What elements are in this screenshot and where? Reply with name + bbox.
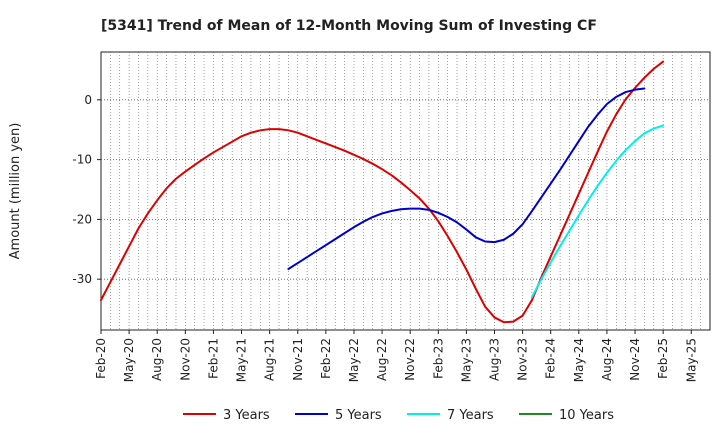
x-tick-label: May-25: [684, 338, 698, 382]
x-tick-label: May-21: [235, 338, 249, 382]
x-tick-label: Feb-25: [656, 338, 670, 379]
x-tick-label: May-24: [572, 338, 586, 382]
x-tick-label: Nov-24: [628, 338, 642, 381]
y-tick-label: 0: [84, 93, 92, 107]
chart-title: [5341] Trend of Mean of 12-Month Moving …: [101, 18, 597, 34]
x-tick-label: Nov-20: [178, 338, 192, 381]
y-axis-label: Amount (million yen): [8, 123, 23, 260]
vertical-gridlines: [110, 52, 701, 330]
x-tick-label: May-20: [122, 338, 136, 382]
x-tick-label: Feb-22: [319, 338, 333, 379]
y-tick-label: -30: [72, 272, 92, 286]
x-tick-label: Feb-20: [94, 338, 108, 379]
legend: 3 Years 5 Years 7 Years 10 Years: [183, 408, 614, 423]
x-tick-label: Aug-22: [375, 338, 389, 381]
x-tick-label: Aug-20: [150, 338, 164, 381]
legend-label: 10 Years: [559, 408, 614, 423]
x-tick-label: Feb-21: [206, 338, 220, 379]
legend-label: 7 Years: [447, 408, 494, 423]
series-line-3-years: [100, 60, 665, 324]
x-tick-label: Nov-22: [403, 338, 417, 381]
horizontal-gridlines: [101, 99, 710, 280]
legend-label: 5 Years: [335, 408, 382, 423]
y-tick-label: -20: [72, 212, 92, 226]
x-tick-label: Feb-23: [431, 338, 445, 379]
x-tick-label: Aug-21: [263, 338, 277, 381]
series-line-7-years: [530, 124, 665, 299]
x-axis-ticks: Feb-20 May-20 Aug-20 Nov-20 Feb-21 May-21 Aug-…: [94, 330, 698, 382]
x-tick-label: Aug-24: [600, 338, 614, 381]
x-tick-label: May-23: [459, 338, 473, 382]
x-tick-label: Nov-21: [291, 338, 305, 381]
x-tick-label: Nov-23: [516, 338, 530, 381]
x-tick-label: Aug-23: [488, 338, 502, 381]
y-tick-label: -10: [72, 153, 92, 167]
x-tick-label: Feb-24: [544, 338, 558, 379]
legend-label: 3 Years: [223, 408, 270, 423]
plot-area: [100, 51, 711, 331]
series-lines: [100, 60, 665, 324]
y-axis-ticks: 0 -10 -20 -30: [72, 93, 101, 286]
x-tick-label: May-22: [347, 338, 361, 382]
series-line-5-years: [287, 87, 646, 271]
